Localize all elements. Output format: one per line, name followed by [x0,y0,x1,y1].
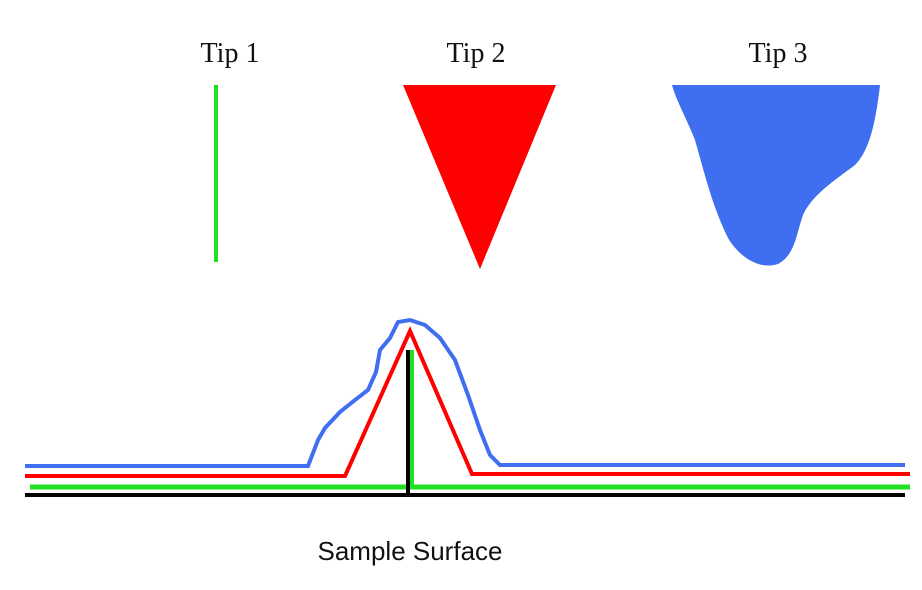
tip-label: Tip 2 [447,38,506,69]
tip-3-profile [25,317,905,468]
tip-label: Tip 1 [201,38,260,69]
surface-label: Sample Surface [318,536,503,566]
tip-label: Tip 3 [749,38,808,69]
tip-2-shape [403,85,556,269]
tip-2-profile [25,326,910,478]
tip-3-shape [672,85,880,266]
